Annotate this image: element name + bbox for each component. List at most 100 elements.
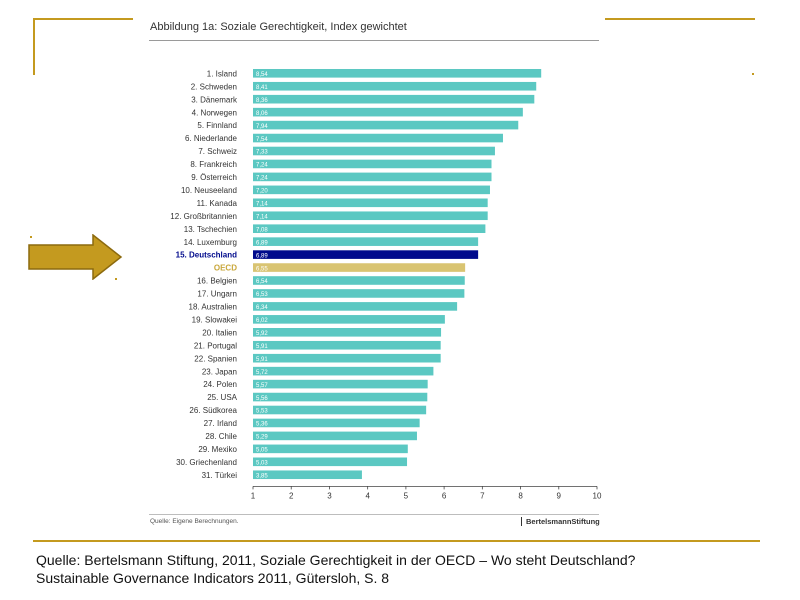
figure-title: Abbildung 1a: Soziale Gerechtigkeit, Ind… xyxy=(150,21,407,33)
value-label: 6,34 xyxy=(256,305,268,311)
value-label: 6,53 xyxy=(256,292,268,298)
category-label: 8. Frankreich xyxy=(190,160,237,169)
bar xyxy=(253,211,488,221)
value-label: 5,91 xyxy=(256,344,268,350)
category-label: 16. Belgien xyxy=(197,277,237,286)
x-tick-label: 7 xyxy=(480,491,485,500)
value-label: 5,56 xyxy=(256,396,268,402)
value-label: 5,92 xyxy=(256,331,268,337)
figure-title-rule xyxy=(149,40,599,41)
bar xyxy=(253,276,465,285)
category-label: 25. USA xyxy=(207,393,237,402)
bar xyxy=(253,120,519,130)
x-tick-label: 1 xyxy=(251,491,256,500)
x-tick-label: 3 xyxy=(327,491,332,500)
right-arrow-icon xyxy=(28,234,123,280)
bar xyxy=(253,94,535,104)
x-tick-label: 6 xyxy=(442,491,447,500)
value-label: 6,54 xyxy=(256,279,268,285)
category-label: 15. Deutschland xyxy=(176,251,237,260)
category-label: 3. Dänemark xyxy=(191,95,238,104)
bar xyxy=(253,133,503,143)
value-label: 8,06 xyxy=(256,111,268,117)
bar xyxy=(253,81,537,91)
category-label: 1. Island xyxy=(207,69,237,78)
frame-dot xyxy=(30,236,32,238)
bar xyxy=(253,366,434,376)
category-label: 4. Norwegen xyxy=(192,108,237,117)
category-label: OECD xyxy=(214,264,237,273)
bar xyxy=(253,146,495,156)
bar xyxy=(253,379,428,389)
bar xyxy=(253,250,479,259)
value-label: 5,57 xyxy=(256,383,268,389)
bar xyxy=(253,289,465,298)
value-label: 7,14 xyxy=(256,214,268,220)
category-label: 10. Neuseeland xyxy=(181,186,237,195)
category-label: 17. Ungarn xyxy=(197,290,237,299)
slide-caption: Quelle: Bertelsmann Stiftung, 2011, Sozi… xyxy=(36,551,635,587)
category-label: 24. Polen xyxy=(203,380,237,389)
bar xyxy=(253,172,492,182)
bar xyxy=(253,340,441,350)
value-label: 7,94 xyxy=(256,124,268,130)
value-label: 5,91 xyxy=(256,357,268,363)
bar xyxy=(253,457,408,467)
value-label: 6,55 xyxy=(256,266,268,272)
frame-corner-top-left-horizontal xyxy=(33,18,133,20)
bar xyxy=(253,198,488,208)
value-label: 8,41 xyxy=(256,85,268,91)
bar xyxy=(253,159,492,169)
category-label: 27. Irland xyxy=(204,419,237,428)
category-label: 21. Portugal xyxy=(194,341,237,350)
category-label: 26. Südkorea xyxy=(189,406,237,415)
bar xyxy=(253,405,427,415)
bar xyxy=(253,470,362,480)
value-label: 7,20 xyxy=(256,189,268,195)
category-label: 7. Schweiz xyxy=(198,147,237,156)
frame-corner-top-left-vertical xyxy=(33,18,35,75)
bar xyxy=(253,392,428,402)
category-label: 13. Tschechien xyxy=(184,225,237,234)
x-tick-label: 9 xyxy=(557,491,562,500)
category-label: 5. Finnland xyxy=(197,121,237,130)
bar xyxy=(253,431,417,441)
category-label: 31. Türkei xyxy=(202,471,238,480)
bar xyxy=(253,237,479,246)
frame-dot xyxy=(752,73,754,75)
value-label: 5,03 xyxy=(256,461,268,467)
x-tick-label: 5 xyxy=(404,491,409,500)
bar xyxy=(253,418,420,428)
value-label: 5,29 xyxy=(256,435,268,441)
x-tick-label: 4 xyxy=(365,491,370,500)
value-label: 5,05 xyxy=(256,448,268,454)
bar xyxy=(253,224,486,233)
value-label: 8,54 xyxy=(256,72,268,78)
x-tick-label: 10 xyxy=(593,491,602,500)
category-label: 19. Slowakei xyxy=(192,315,238,324)
value-label: 7,54 xyxy=(256,137,268,143)
value-label: 3,85 xyxy=(256,473,268,479)
caption-line-1: Quelle: Bertelsmann Stiftung, 2011, Sozi… xyxy=(36,552,636,568)
caption-line-2: Sustainable Governance Indicators 2011, … xyxy=(36,570,390,586)
value-label: 7,08 xyxy=(256,227,268,233)
figure-source-note: Quelle: Eigene Berechnungen. xyxy=(150,518,239,525)
x-tick-label: 2 xyxy=(289,491,294,500)
bar xyxy=(253,107,523,117)
value-label: 7,24 xyxy=(256,163,268,169)
value-label: 5,53 xyxy=(256,409,268,415)
category-label: 2. Schweden xyxy=(191,82,237,91)
figure-bottom-rule xyxy=(149,514,599,515)
value-label: 7,24 xyxy=(256,176,268,182)
category-label: 6. Niederlande xyxy=(185,134,238,143)
value-label: 8,36 xyxy=(256,98,268,104)
bar xyxy=(253,328,442,337)
category-label: 20. Italien xyxy=(202,328,237,337)
category-label: 18. Australien xyxy=(189,303,237,312)
bar xyxy=(253,315,445,324)
value-label: 7,33 xyxy=(256,150,268,156)
category-label: 29. Mexiko xyxy=(198,445,237,454)
category-label: 23. Japan xyxy=(202,367,237,376)
category-label: 14. Luxemburg xyxy=(184,238,237,247)
value-label: 6,89 xyxy=(256,240,268,246)
